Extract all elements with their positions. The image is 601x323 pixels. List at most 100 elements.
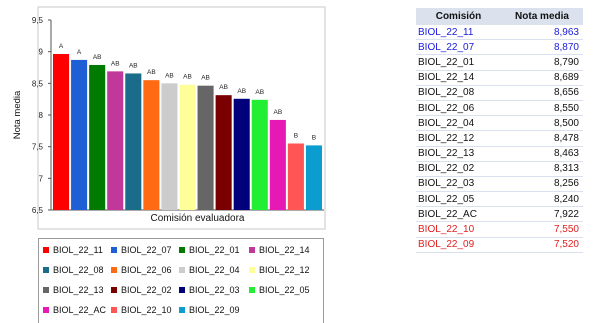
- bar-biol-22-ac: [269, 119, 286, 210]
- group-label: AB: [147, 69, 156, 76]
- legend-item: BIOL_22_01: [179, 243, 240, 257]
- legend-swatch: [249, 267, 255, 273]
- legend-item: BIOL_22_14: [249, 243, 310, 257]
- cell-nota-media: 8,463: [501, 146, 583, 162]
- group-label: AB: [93, 54, 102, 61]
- cell-comision: BIOL_22_14: [416, 70, 501, 86]
- bar-biol-22-02: [215, 95, 232, 210]
- group-label: AB: [201, 75, 210, 82]
- cell-nota-media: 8,790: [501, 54, 583, 71]
- group-label: AB: [255, 89, 264, 96]
- cell-comision: BIOL_22_09: [416, 237, 501, 253]
- bar-biol-22-12: [179, 84, 196, 210]
- legend-item: BIOL_22_12: [249, 263, 310, 277]
- table-row: BIOL_22_11 8,963: [416, 25, 583, 41]
- y-axis-label: Nota media: [12, 90, 23, 139]
- bar-biol-22-09: [305, 145, 322, 210]
- legend-label: BIOL_22_08: [53, 265, 104, 275]
- legend-item: BIOL_22_AC: [43, 303, 106, 317]
- bar-biol-22-06: [143, 80, 160, 211]
- group-label: AB: [237, 88, 246, 95]
- cell-comision: BIOL_22_11: [416, 25, 501, 41]
- y-tick-label: 7: [39, 174, 44, 183]
- cell-nota-media: 7,550: [501, 221, 583, 238]
- cell-comision: BIOL_22_08: [416, 85, 501, 101]
- legend-label: BIOL_22_06: [121, 265, 172, 275]
- legend-label: BIOL_22_12: [259, 265, 310, 275]
- chart-legend: BIOL_22_11 BIOL_22_07 BIOL_22_01 BIOL_22_14…: [38, 238, 324, 323]
- legend-item: BIOL_22_10: [111, 303, 172, 317]
- cell-comision: BIOL_22_13: [416, 146, 501, 162]
- bar-biol-22-13: [197, 85, 214, 210]
- bar-biol-22-05: [251, 99, 268, 210]
- legend-item: BIOL_22_06: [111, 263, 172, 277]
- table-row: BIOL_22_07 8,870: [416, 39, 583, 56]
- cell-comision: BIOL_22_02: [416, 161, 501, 177]
- legend-label: BIOL_22_07: [121, 245, 172, 255]
- y-tick-label: 7,5: [32, 143, 44, 152]
- header-nota-media: Nota media: [501, 8, 583, 25]
- group-label: AB: [165, 72, 174, 79]
- table-row: BIOL_22_05 8,240: [416, 191, 583, 208]
- cell-comision: BIOL_22_04: [416, 115, 501, 132]
- cell-nota-media: 8,500: [501, 115, 583, 132]
- cell-comision: BIOL_22_AC: [416, 206, 501, 223]
- cell-nota-media: 7,520: [501, 237, 583, 253]
- legend-label: BIOL_22_09: [189, 305, 240, 315]
- group-label: B: [312, 134, 316, 141]
- y-tick-label: 9: [39, 48, 44, 57]
- legend-swatch: [43, 247, 49, 253]
- x-axis-label: Comisión evaluadora: [151, 213, 245, 224]
- legend-item: BIOL_22_02: [111, 283, 172, 297]
- table-row: BIOL_22_09 7,520: [416, 237, 583, 253]
- bar-biol-22-03: [233, 98, 250, 210]
- table-row: BIOL_22_10 7,550: [416, 221, 583, 238]
- cell-nota-media: 8,478: [501, 130, 583, 147]
- legend-label: BIOL_22_10: [121, 305, 172, 315]
- legend-item: BIOL_22_11: [43, 243, 103, 257]
- legend-label: BIOL_22_AC: [53, 305, 107, 315]
- table-row: BIOL_22_03 8,256: [416, 176, 583, 193]
- legend-swatch: [111, 247, 117, 253]
- legend-item: BIOL_22_13: [43, 283, 104, 297]
- cell-nota-media: 8,689: [501, 70, 583, 86]
- legend-item: BIOL_22_09: [179, 303, 240, 317]
- group-label: AB: [111, 60, 120, 67]
- bar-biol-22-11: [53, 54, 70, 211]
- legend-swatch: [179, 267, 185, 273]
- bar-biol-22-10: [287, 143, 304, 210]
- legend-label: BIOL_22_14: [259, 245, 310, 255]
- cell-comision: BIOL_22_05: [416, 191, 501, 208]
- cell-comision: BIOL_22_07: [416, 39, 501, 56]
- table-row: BIOL_22_12 8,478: [416, 130, 583, 147]
- legend-swatch: [111, 267, 117, 273]
- chart-border: [37, 6, 326, 230]
- y-tick-label: 8: [39, 111, 44, 120]
- table-row: BIOL_22_01 8,790: [416, 54, 583, 71]
- y-tick-label: 8,5: [32, 79, 44, 88]
- bar-biol-22-07: [71, 59, 88, 211]
- group-label: A: [77, 49, 82, 56]
- table-row: BIOL_22_06 8,550: [416, 100, 583, 117]
- legend-item: BIOL_22_07: [111, 243, 172, 257]
- cell-nota-media: 7,922: [501, 206, 583, 223]
- grades-table: Comisión Nota media BIOL_22_11 8,963 BIOL_…: [416, 8, 583, 253]
- cell-nota-media: 8,550: [501, 100, 583, 117]
- legend-swatch: [179, 247, 185, 253]
- legend-label: BIOL_22_05: [259, 285, 310, 295]
- legend-swatch: [249, 287, 255, 293]
- bar-chart: 6,5 7 7,5 8 8,5 9 9,5 Nota media Comisión evalua…: [0, 0, 330, 232]
- cell-comision: BIOL_22_06: [416, 100, 501, 117]
- header-comision: Comisión: [416, 8, 501, 25]
- table-row: BIOL_22_08 8,656: [416, 85, 583, 101]
- legend-swatch: [43, 267, 49, 273]
- cell-comision: BIOL_22_01: [416, 54, 501, 71]
- group-label: AB: [219, 84, 228, 91]
- group-label: AB: [273, 109, 282, 116]
- y-tick-label: 9,5: [32, 16, 44, 25]
- group-label: B: [294, 133, 298, 140]
- legend-label: BIOL_22_04: [189, 265, 240, 275]
- cell-comision: BIOL_22_03: [416, 176, 501, 193]
- legend-label: BIOL_22_11: [53, 245, 103, 255]
- legend-label: BIOL_22_03: [189, 285, 240, 295]
